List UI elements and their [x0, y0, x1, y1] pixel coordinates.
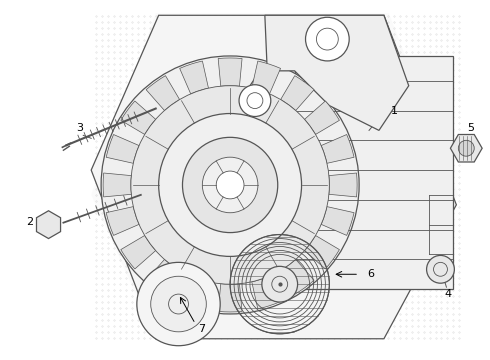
Polygon shape: [218, 284, 242, 312]
Polygon shape: [450, 135, 482, 162]
Polygon shape: [103, 173, 131, 197]
Circle shape: [182, 137, 278, 233]
Polygon shape: [281, 76, 314, 111]
Text: 1: 1: [391, 105, 398, 116]
Text: 3: 3: [76, 123, 83, 134]
Polygon shape: [305, 235, 340, 269]
Polygon shape: [218, 58, 242, 86]
Polygon shape: [252, 61, 281, 94]
Circle shape: [151, 276, 206, 332]
Polygon shape: [305, 101, 340, 134]
Polygon shape: [252, 276, 281, 309]
Polygon shape: [294, 56, 453, 289]
Polygon shape: [36, 211, 61, 239]
Circle shape: [427, 255, 454, 283]
Circle shape: [101, 56, 359, 314]
Polygon shape: [240, 15, 409, 130]
Polygon shape: [180, 61, 208, 94]
Circle shape: [239, 85, 271, 117]
Polygon shape: [321, 207, 354, 235]
Text: 2: 2: [26, 217, 33, 227]
Text: 6: 6: [367, 269, 374, 279]
Circle shape: [137, 262, 220, 346]
Circle shape: [262, 266, 297, 302]
Polygon shape: [106, 207, 139, 235]
Polygon shape: [106, 135, 139, 163]
Polygon shape: [121, 101, 156, 134]
Polygon shape: [91, 15, 456, 339]
Polygon shape: [281, 260, 314, 294]
Text: 7: 7: [198, 324, 205, 334]
Polygon shape: [91, 13, 458, 339]
Polygon shape: [121, 235, 156, 269]
Circle shape: [202, 157, 258, 213]
Circle shape: [458, 140, 474, 156]
Polygon shape: [329, 173, 357, 197]
Circle shape: [131, 86, 329, 284]
Polygon shape: [180, 276, 208, 309]
Circle shape: [159, 113, 301, 256]
Text: 4: 4: [445, 289, 452, 299]
Text: 5: 5: [467, 123, 474, 134]
Circle shape: [306, 17, 349, 61]
Polygon shape: [321, 135, 354, 163]
Polygon shape: [146, 76, 180, 111]
Circle shape: [216, 171, 244, 199]
Polygon shape: [146, 260, 180, 294]
